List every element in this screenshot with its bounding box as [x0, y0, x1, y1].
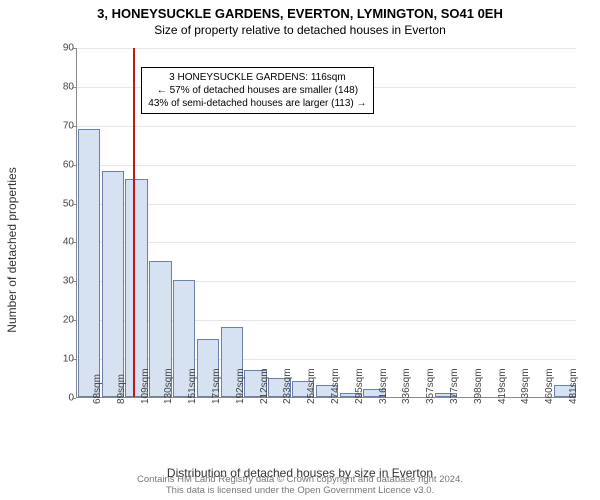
- attribution-line: This data is licensed under the Open Gov…: [0, 486, 600, 497]
- y-tick-label: 90: [50, 43, 74, 54]
- x-tick-label: 316sqm: [378, 368, 389, 404]
- y-tick-label: 70: [50, 120, 74, 131]
- y-tick-label: 0: [50, 393, 74, 404]
- annotation-line: 3 HONEYSUCKLE GARDENS: 116sqm: [148, 71, 366, 84]
- y-tick-label: 30: [50, 276, 74, 287]
- x-tick-label: 481sqm: [568, 368, 579, 404]
- x-tick-label: 336sqm: [401, 368, 412, 404]
- gridline: [77, 242, 576, 243]
- x-tick-label: 357sqm: [425, 368, 436, 404]
- y-tick-label: 60: [50, 159, 74, 170]
- y-tick-label: 50: [50, 198, 74, 209]
- plot-area: 3 HONEYSUCKLE GARDENS: 116sqm ← 57% of d…: [76, 48, 576, 398]
- x-tick-label: 439sqm: [520, 368, 531, 404]
- x-tick-label: 254sqm: [306, 368, 317, 404]
- y-tick-label: 40: [50, 237, 74, 248]
- annotation-line: ← 57% of detached houses are smaller (14…: [148, 84, 366, 97]
- x-tick-label: 233sqm: [282, 368, 293, 404]
- x-tick-label: 89sqm: [116, 374, 127, 404]
- chart-title-main: 3, HONEYSUCKLE GARDENS, EVERTON, LYMINGT…: [0, 0, 600, 21]
- histogram-bar: [125, 179, 147, 397]
- gridline: [77, 126, 576, 127]
- y-axis-label: Number of detached properties: [5, 167, 19, 332]
- x-tick-label: 377sqm: [449, 368, 460, 404]
- y-tick-label: 80: [50, 81, 74, 92]
- y-tick-label: 10: [50, 354, 74, 365]
- attribution-text: Contains HM Land Registry data © Crown c…: [0, 475, 600, 497]
- annotation-box: 3 HONEYSUCKLE GARDENS: 116sqm ← 57% of d…: [141, 67, 373, 114]
- x-tick-label: 419sqm: [497, 368, 508, 404]
- histogram-bar: [102, 171, 124, 397]
- x-tick-label: 109sqm: [140, 368, 151, 404]
- gridline: [77, 204, 576, 205]
- annotation-line: 43% of semi-detached houses are larger (…: [148, 97, 366, 110]
- y-tick-label: 20: [50, 315, 74, 326]
- x-tick-label: 212sqm: [259, 368, 270, 404]
- x-tick-label: 192sqm: [235, 368, 246, 404]
- x-tick-label: 295sqm: [354, 368, 365, 404]
- x-tick-label: 274sqm: [330, 368, 341, 404]
- x-tick-label: 68sqm: [92, 374, 103, 404]
- chart-container: 3 HONEYSUCKLE GARDENS: 116sqm ← 57% of d…: [48, 48, 576, 426]
- histogram-bar: [78, 129, 100, 397]
- x-tick-label: 171sqm: [211, 368, 222, 404]
- x-tick-label: 460sqm: [544, 368, 555, 404]
- gridline: [77, 165, 576, 166]
- x-tick-label: 398sqm: [473, 368, 484, 404]
- gridline: [77, 48, 576, 49]
- chart-title-subtitle: Size of property relative to detached ho…: [0, 21, 600, 37]
- x-tick-label: 151sqm: [187, 368, 198, 404]
- x-tick-label: 130sqm: [163, 368, 174, 404]
